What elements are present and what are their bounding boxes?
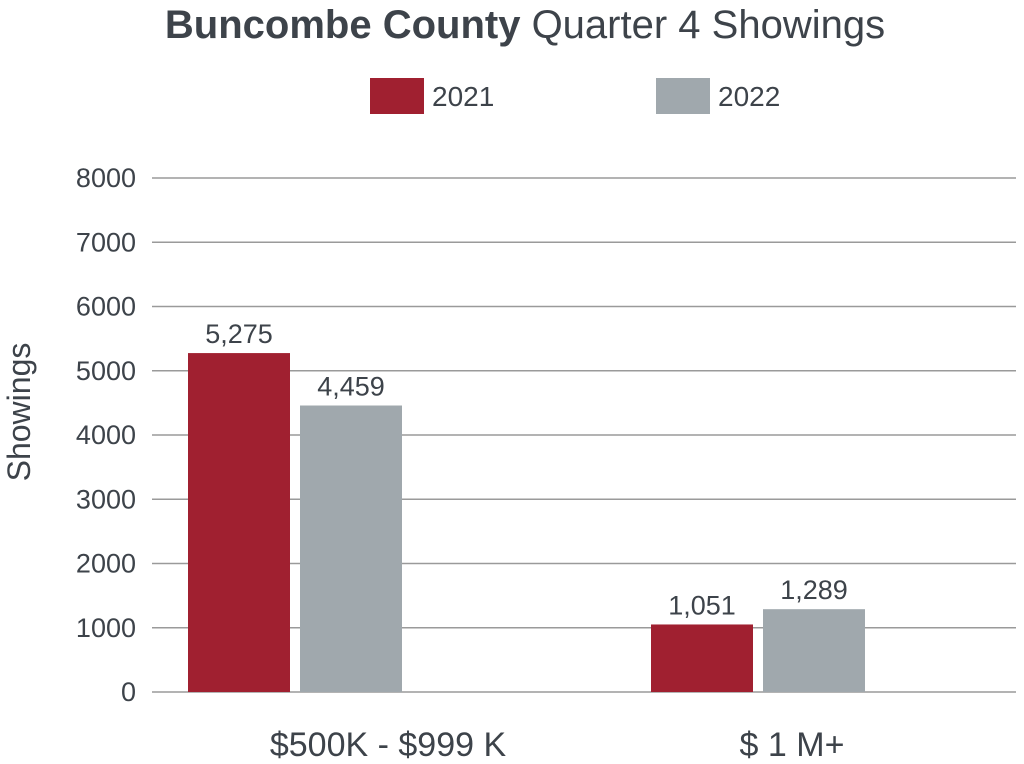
x-category-label: $500K - $999 K xyxy=(270,726,507,764)
gridlines xyxy=(152,177,1016,693)
data-label: 1,051 xyxy=(668,590,736,620)
chart-title-bold: Buncombe County xyxy=(165,3,521,47)
y-tick-label: 0 xyxy=(121,677,136,707)
y-tick-label: 6000 xyxy=(76,292,136,322)
y-tick-label: 3000 xyxy=(76,484,136,514)
legend-label: 2021 xyxy=(432,81,494,112)
y-tick-label: 7000 xyxy=(76,227,136,257)
x-category-label: $ 1 M+ xyxy=(740,726,845,764)
y-tick-label: 5000 xyxy=(76,356,136,386)
chart-title: Buncombe County Quarter 4 Showings xyxy=(165,3,885,47)
y-tick-label: 2000 xyxy=(76,549,136,579)
bar xyxy=(188,353,290,692)
y-tick-label: 1000 xyxy=(76,613,136,643)
legend: 2021 2022 xyxy=(370,78,780,114)
data-label: 4,459 xyxy=(317,372,385,402)
data-label: 1,289 xyxy=(780,575,848,605)
data-label: 5,275 xyxy=(205,319,273,349)
x-axis-categories: $500K - $999 K $ 1 M+ xyxy=(270,726,845,764)
data-labels: 5,275 4,459 1,051 1,289 xyxy=(205,319,848,620)
y-axis-label: Showings xyxy=(1,343,37,482)
bar xyxy=(651,624,753,692)
y-tick-label: 8000 xyxy=(76,163,136,193)
legend-label: 2022 xyxy=(718,81,780,112)
legend-swatch xyxy=(370,78,424,114)
chart-title-rest: Quarter 4 Showings xyxy=(520,3,885,47)
legend-swatch xyxy=(656,78,710,114)
y-tick-label: 4000 xyxy=(76,420,136,450)
bar xyxy=(300,405,402,692)
bar xyxy=(763,609,865,692)
bars xyxy=(188,353,865,692)
y-axis-ticks: 0 1000 2000 3000 4000 5000 6000 7000 8000 xyxy=(76,163,136,707)
